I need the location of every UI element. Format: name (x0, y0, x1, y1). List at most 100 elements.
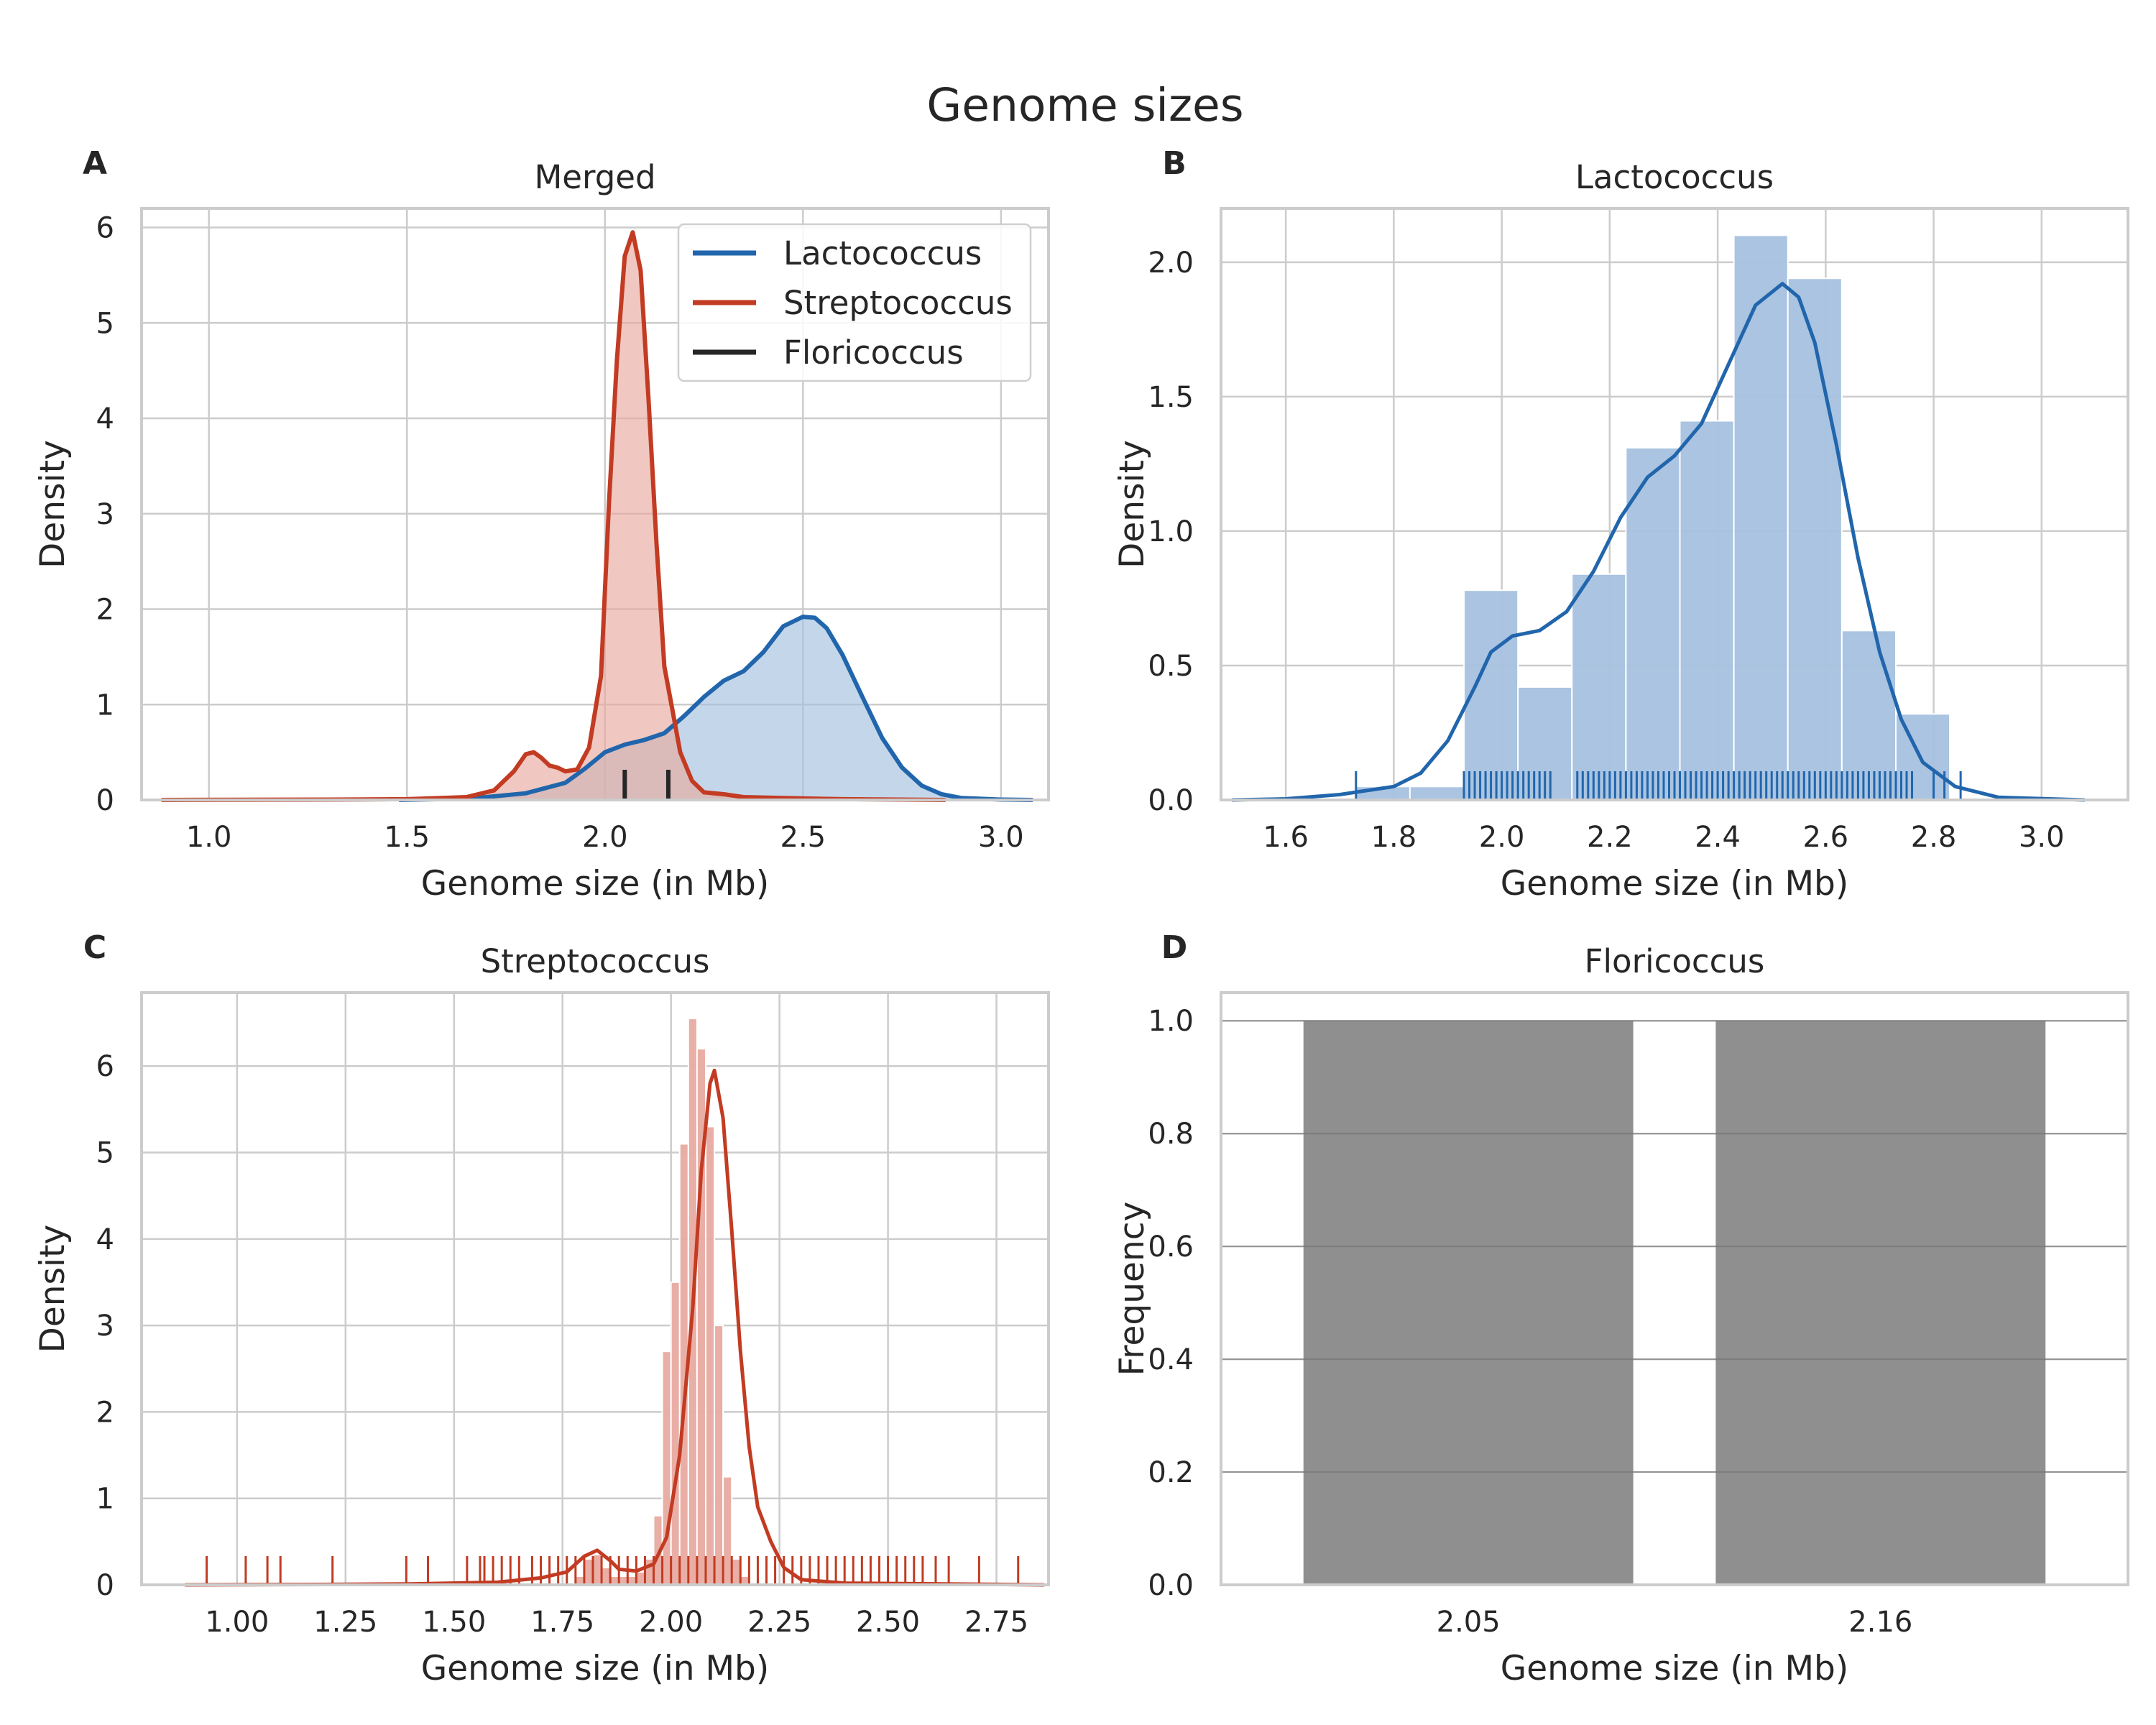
legend-label-lactococcus: Lactococcus (783, 234, 982, 272)
histogram-bar (583, 1558, 594, 1586)
y-tick-label: 5 (96, 307, 114, 340)
x-tick-label: 1.6 (1263, 821, 1309, 854)
y-axis-label: Density (1112, 440, 1152, 569)
y-tick-label: 4 (96, 1223, 114, 1256)
panel-title: Streptococcus (481, 942, 710, 980)
y-tick-labels: 0 1 2 3 4 5 6 (96, 212, 114, 817)
y-tick-label: 2.0 (1148, 247, 1194, 280)
histogram-bar (731, 1558, 742, 1586)
histogram-bar (714, 1325, 724, 1586)
y-tick-label: 2 (96, 1396, 114, 1429)
x-tick-label: 3.0 (978, 821, 1024, 854)
x-tick-label: 2.2 (1587, 821, 1633, 854)
y-tick-labels: 0.0 0.2 0.4 0.6 0.8 1.0 (1148, 1005, 1194, 1602)
x-axis-label: Genome size (in Mb) (1501, 864, 1848, 903)
y-tick-label: 0.8 (1148, 1118, 1194, 1151)
axes-frame (1220, 207, 2129, 801)
x-tick-label: 2.4 (1695, 821, 1741, 854)
legend: Lactococcus Streptococcus Floricoccus (677, 223, 1032, 382)
y-tick-label: 1 (96, 1483, 114, 1516)
x-tick-label: 1.00 (205, 1606, 269, 1639)
lactococcus-kde-line (399, 615, 1033, 802)
histogram-bar (722, 1476, 733, 1586)
panel-title: Merged (534, 158, 655, 196)
panel-letter: C (83, 929, 106, 966)
frequency-bar (1715, 1021, 2046, 1585)
histogram-bar (1409, 786, 1465, 801)
y-tick-label: 1.0 (1148, 1005, 1194, 1038)
y-tick-label: 0.5 (1148, 650, 1194, 683)
y-tick-label: 0 (96, 784, 114, 817)
y-tick-label: 0.6 (1148, 1230, 1194, 1264)
rug-plot (206, 1556, 1020, 1585)
y-tick-label: 6 (96, 212, 114, 245)
axes-frame (140, 207, 1050, 801)
frequency-bar (1303, 1021, 1634, 1585)
lactococcus-kde-area (399, 617, 1033, 800)
x-axis-label: Genome size (in Mb) (1501, 1649, 1848, 1688)
histogram-bar (704, 1126, 716, 1586)
x-tick-labels: 1.6 1.8 2.0 2.2 2.4 2.6 2.8 3.0 (1263, 821, 2064, 854)
y-tick-label: 4 (96, 402, 114, 436)
histogram-bar (670, 1281, 681, 1586)
panel-a: 1.0 1.5 2.0 2.5 3.0 0 1 2 3 4 5 6 Merged A Genome size… (33, 145, 1050, 903)
panels: 1.0 1.5 2.0 2.5 3.0 0 1 2 3 4 5 6 Merged A Genome size… (33, 145, 2129, 1688)
axes-frame (140, 991, 1050, 1586)
legend-label-floricoccus: Floricoccus (783, 334, 964, 372)
y-axis-label: Density (33, 440, 73, 569)
panel-letter: B (1162, 145, 1187, 182)
gridlines (142, 993, 1049, 1586)
x-tick-label: 2.05 (1437, 1606, 1501, 1639)
streptococcus-kde-line (161, 230, 946, 802)
x-tick-label: 1.50 (422, 1606, 486, 1639)
histogram-bar (1733, 234, 1789, 801)
y-tick-label: 0.2 (1148, 1456, 1194, 1489)
y-tick-label: 2 (96, 594, 114, 627)
x-tick-label: 2.16 (1848, 1606, 1912, 1639)
y-tick-label: 1.0 (1148, 515, 1194, 548)
y-tick-label: 0.0 (1148, 784, 1194, 817)
y-tick-label: 0.0 (1148, 1569, 1194, 1602)
x-tick-label: 2.6 (1803, 821, 1849, 854)
kde-line (1231, 282, 2085, 802)
x-axis-label: Genome size (in Mb) (421, 864, 769, 903)
histogram-bar (661, 1351, 672, 1586)
panel-title: Floricoccus (1585, 942, 1765, 980)
figure-title: Genome sizes (926, 79, 1243, 132)
x-tick-labels: 2.05 2.16 (1437, 1606, 1913, 1639)
x-tick-label: 1.5 (384, 821, 430, 854)
x-tick-label: 2.0 (582, 821, 628, 854)
x-tick-label: 3.0 (2019, 821, 2065, 854)
panel-d: 2.05 2.16 0.0 0.2 0.4 0.6 0.8 1.0 Floricoccus D Ge… (1112, 929, 2129, 1688)
histogram-bar (1571, 573, 1627, 801)
x-tick-label: 1.25 (313, 1606, 377, 1639)
panel-letter: D (1161, 929, 1188, 966)
legend-box (677, 223, 1032, 382)
axes-frame (1220, 991, 2129, 1586)
x-tick-label: 1.0 (186, 821, 232, 854)
y-tick-label: 3 (96, 1310, 114, 1343)
panel-letter: A (83, 145, 107, 182)
y-tick-label: 1.5 (1148, 381, 1194, 414)
y-tick-label: 0 (96, 1569, 114, 1602)
x-tick-label: 2.5 (780, 821, 826, 854)
rug-plot (1355, 771, 1962, 800)
x-axis-label: Genome size (in Mb) (421, 1649, 769, 1688)
panel-title: Lactococcus (1575, 158, 1774, 196)
x-tick-labels: 1.0 1.5 2.0 2.5 3.0 (186, 821, 1024, 854)
x-tick-label: 1.75 (530, 1606, 594, 1639)
histogram-bar (1787, 277, 1843, 801)
histogram-bar (635, 1570, 646, 1586)
kde-line (185, 1068, 1045, 1587)
histogram-bar (1679, 420, 1735, 801)
x-tick-labels: 1.00 1.25 1.50 1.75 2.00 2.25 2.50 2.75 (205, 1606, 1028, 1639)
x-tick-label: 2.25 (747, 1606, 811, 1639)
y-tick-label: 1 (96, 689, 114, 722)
histogram-bar (591, 1553, 603, 1586)
histogram-bar (601, 1566, 612, 1586)
y-tick-labels: 0.0 0.5 1.0 1.5 2.0 (1148, 247, 1194, 817)
y-axis-label: Frequency (1112, 1202, 1152, 1376)
x-tick-label: 1.8 (1371, 821, 1417, 854)
x-tick-label: 2.50 (856, 1606, 920, 1639)
